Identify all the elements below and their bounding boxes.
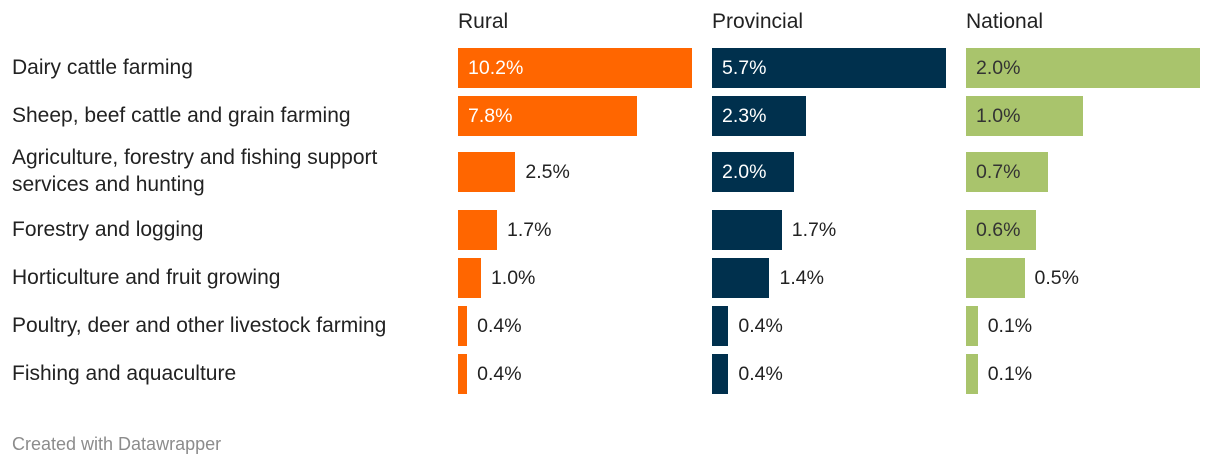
value-label-provincial-poultry-deer-and-other-livestock-farming: 0.4%: [738, 315, 783, 337]
chart: Dairy cattle farming Sheep, beef cattle a…: [12, 10, 1200, 394]
value-label-provincial-agriculture-forestry-and-fishing-support-services-and-hunting: 2.0%: [722, 161, 767, 183]
value-label-provincial-horticulture-and-fruit-growing: 1.4%: [779, 267, 824, 289]
value-label-rural-agriculture-forestry-and-fishing-support-services-and-hunting: 2.5%: [525, 161, 570, 183]
bar-provincial-fishing-and-aquaculture: [712, 354, 729, 394]
row-label-fishing-and-aquaculture: Fishing and aquaculture: [12, 362, 237, 385]
bar-rural-forestry-and-logging: [458, 210, 497, 250]
value-label-national-dairy-cattle-farming: 2.0%: [976, 57, 1021, 79]
bar-provincial-dairy-cattle-farming: [712, 48, 946, 88]
value-label-provincial-dairy-cattle-farming: 5.7%: [722, 57, 767, 79]
bar-national-sheep-beef-cattle-and-grain-farming: [966, 96, 1083, 136]
value-label-rural-dairy-cattle-farming: 10.2%: [468, 57, 524, 79]
row-label-horticulture-and-fruit-growing: Horticulture and fruit growing: [12, 266, 281, 289]
value-label-national-forestry-and-logging: 0.6%: [976, 219, 1021, 241]
bar-national-poultry-deer-and-other-livestock-farming: [966, 306, 978, 346]
column-header-provincial: Provincial: [712, 10, 804, 33]
value-label-provincial-fishing-and-aquaculture: 0.4%: [738, 363, 783, 385]
row-label-sheep-beef-cattle-and-grain-farming: Sheep, beef cattle and grain farming: [12, 104, 351, 127]
bar-national-fishing-and-aquaculture: [966, 354, 978, 394]
row-label-forestry-and-logging: Forestry and logging: [12, 218, 204, 241]
value-label-rural-fishing-and-aquaculture: 0.4%: [477, 363, 522, 385]
value-label-national-fishing-and-aquaculture: 0.1%: [987, 363, 1033, 385]
bar-provincial-horticulture-and-fruit-growing: [712, 258, 770, 298]
column-header-rural: Rural: [458, 10, 509, 33]
value-label-rural-sheep-beef-cattle-and-grain-farming: 7.8%: [468, 105, 513, 127]
bar-national-dairy-cattle-farming: [966, 48, 1200, 88]
value-label-rural-horticulture-and-fruit-growing: 1.0%: [490, 267, 536, 289]
bar-provincial-agriculture-forestry-and-fishing-support-services-and-hunting: [712, 152, 795, 192]
row-label-poultry-deer-and-other-livestock-farming: Poultry, deer and other livestock farmin…: [12, 314, 387, 337]
bar-rural-fishing-and-aquaculture: [458, 354, 468, 394]
bar-provincial-poultry-deer-and-other-livestock-farming: [712, 306, 729, 346]
row-label-agriculture-forestry-and-fishing-support-services-and-hunting: Agriculture, forestry and fishing suppor…: [12, 146, 378, 196]
bar-rural-agriculture-forestry-and-fishing-support-services-and-hunting: [458, 152, 516, 192]
bar-national-horticulture-and-fruit-growing: [966, 258, 1025, 298]
value-label-national-poultry-deer-and-other-livestock-farming: 0.1%: [987, 315, 1033, 337]
bar-rural-dairy-cattle-farming: [458, 48, 692, 88]
bar-rural-poultry-deer-and-other-livestock-farming: [458, 306, 468, 346]
value-label-rural-forestry-and-logging: 1.7%: [507, 219, 552, 241]
value-label-national-agriculture-forestry-and-fishing-support-services-and-hunting: 0.7%: [976, 161, 1021, 183]
bar-provincial-forestry-and-logging: [712, 210, 782, 250]
bar-rural-sheep-beef-cattle-and-grain-farming: [458, 96, 637, 136]
bar-rural-horticulture-and-fruit-growing: [458, 258, 481, 298]
value-label-rural-poultry-deer-and-other-livestock-farming: 0.4%: [477, 315, 522, 337]
value-label-national-sheep-beef-cattle-and-grain-farming: 1.0%: [976, 105, 1021, 127]
bar-national-forestry-and-logging: [966, 210, 1037, 250]
column-header-national: National: [966, 10, 1044, 33]
footer-credit: Created with Datawrapper: [12, 434, 222, 454]
row-label-dairy-cattle-farming: Dairy cattle farming: [12, 56, 193, 79]
value-label-provincial-sheep-beef-cattle-and-grain-farming: 2.3%: [722, 105, 767, 127]
bar-provincial-sheep-beef-cattle-and-grain-farming: [712, 96, 807, 136]
bar-national-agriculture-forestry-and-fishing-support-services-and-hunting: [966, 152, 1048, 192]
value-label-provincial-forestry-and-logging: 1.7%: [791, 219, 837, 241]
value-label-national-horticulture-and-fruit-growing: 0.5%: [1034, 267, 1079, 289]
